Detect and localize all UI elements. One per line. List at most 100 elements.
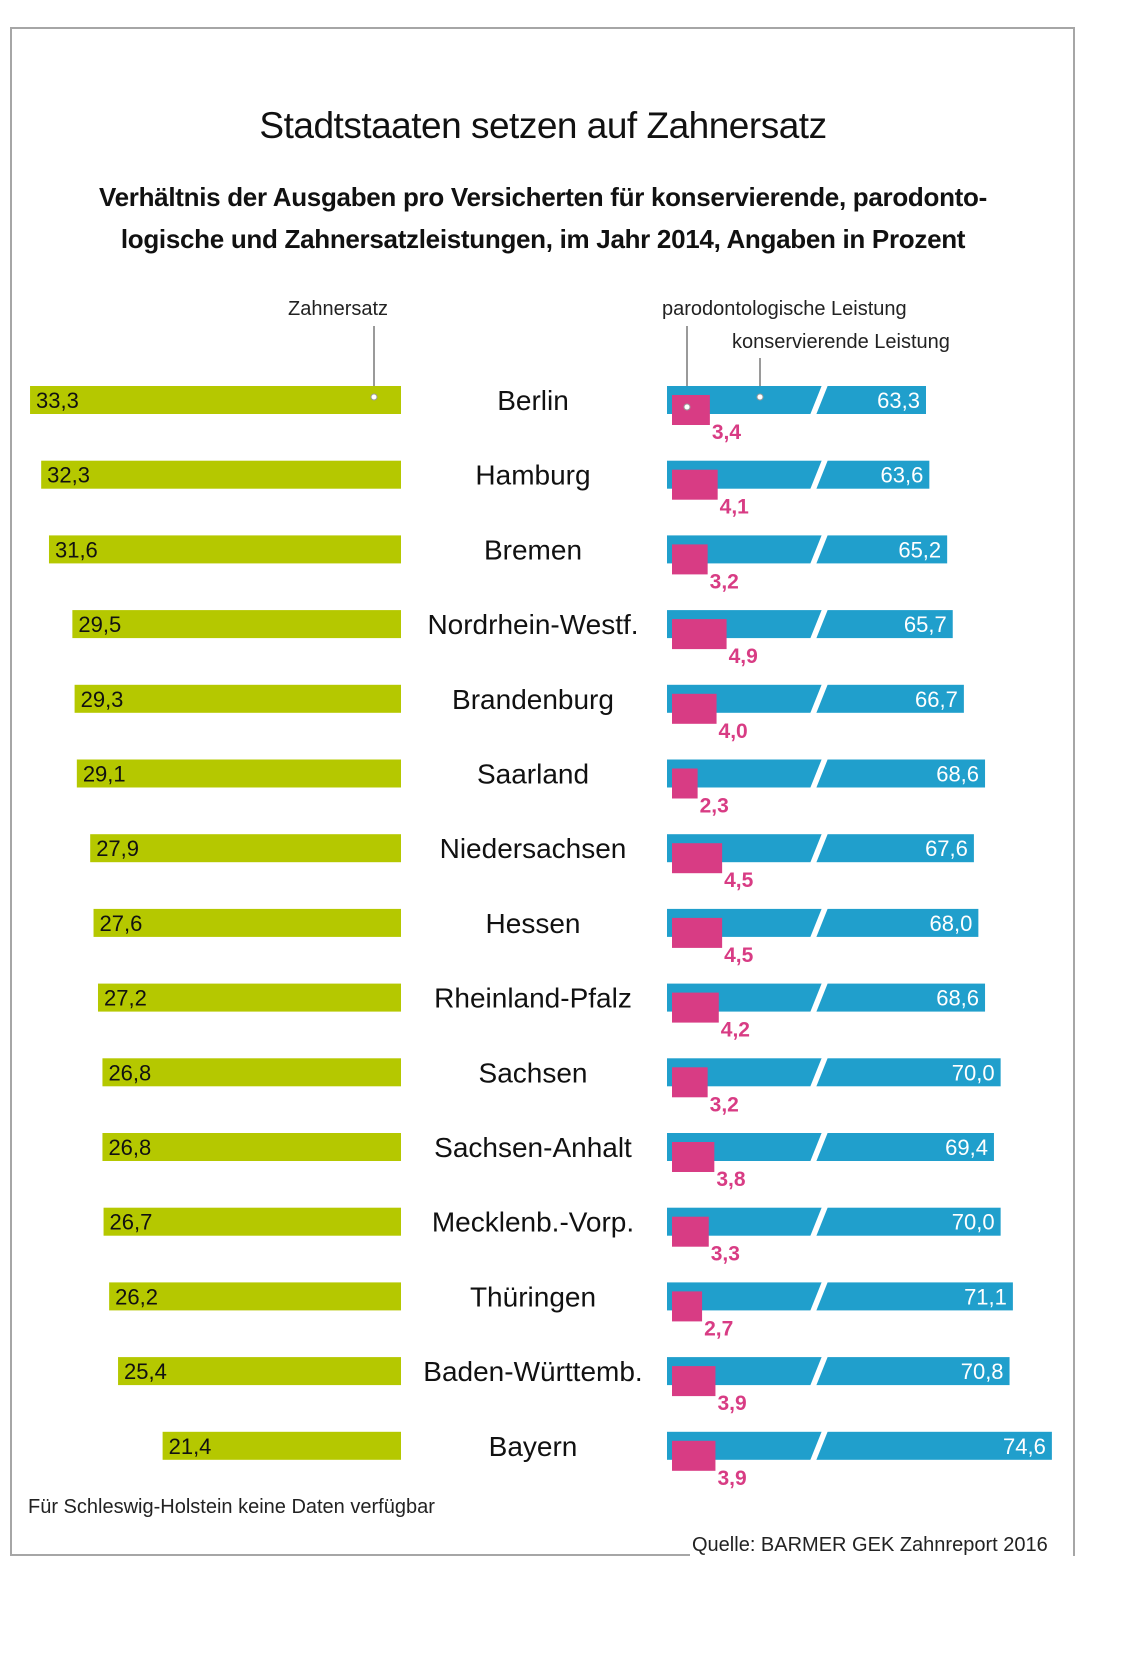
value-label-parodontologisch-sachsen-anhalt: 3,8: [716, 1168, 746, 1191]
chart-subtitle: Verhältnis der Ausgaben pro Versicherten…: [20, 176, 1066, 260]
category-label-bremen: Bremen: [484, 534, 582, 565]
category-label-brandenburg: Brandenburg: [452, 684, 614, 715]
bar-parodontologisch-mecklenb-vorp-: [672, 1216, 709, 1247]
bar-parodontologisch-sachsen-anhalt: [672, 1142, 715, 1172]
bar-parodontologisch-sachsen: [672, 1067, 708, 1098]
value-label-konservierend-nordrhein-westf-: 65,7: [904, 612, 947, 637]
legend-konservierend-leader: [759, 358, 761, 398]
bar-konservierend-bremen: [667, 535, 948, 564]
subtitle-line-1: Verhältnis der Ausgaben pro Versicherten…: [99, 182, 987, 212]
bar-konservierend-saarland: [667, 759, 986, 788]
bar-zahnersatz-nordrhein-westf-: [72, 610, 402, 639]
bar-zahnersatz-sachsen: [102, 1058, 401, 1087]
bar-parodontologisch-brandenburg: [672, 693, 717, 724]
axis-break-nordrhein-westf-: [810, 609, 828, 640]
value-label-parodontologisch-bremen: 3,2: [710, 570, 739, 593]
bar-parodontologisch-berlin: [672, 395, 710, 425]
value-label-parodontologisch-baden-württemb-: 3,9: [717, 1392, 746, 1415]
legend-parodontologisch-leader: [686, 326, 688, 408]
value-label-zahnersatz-sachsen: 26,8: [108, 1060, 151, 1085]
legend-parodontologisch: parodontologische Leistung: [662, 298, 907, 320]
value-label-zahnersatz-mecklenb-vorp-: 26,7: [110, 1210, 153, 1235]
value-label-parodontologisch-berlin: 3,4: [712, 421, 742, 444]
value-label-parodontologisch-sachsen: 3,2: [710, 1093, 739, 1116]
bar-zahnersatz-saarland: [76, 759, 402, 788]
chart-frame: [10, 27, 1075, 1556]
chart-title: Stadtstaaten setzen auf Zahnersatz: [259, 105, 827, 146]
bar-parodontologisch-thüringen: [672, 1291, 703, 1322]
value-label-konservierend-berlin: 63,3: [877, 388, 920, 413]
source-credit: Quelle: BARMER GEK Zahnreport 2016: [692, 1534, 1048, 1556]
value-label-konservierend-saarland: 68,6: [936, 762, 979, 787]
bar-parodontologisch-nordrhein-westf-: [672, 619, 727, 650]
value-label-konservierend-hessen: 68,0: [930, 911, 973, 936]
value-label-konservierend-thüringen: 71,1: [964, 1284, 1007, 1309]
category-label-thüringen: Thüringen: [470, 1281, 596, 1312]
value-label-parodontologisch-mecklenb-vorp-: 3,3: [711, 1243, 740, 1266]
value-label-zahnersatz-niedersachsen: 27,9: [96, 836, 139, 861]
bar-zahnersatz-mecklenb-vorp-: [103, 1207, 401, 1236]
bar-zahnersatz-baden-württemb-: [118, 1357, 401, 1386]
bar-konservierend-bayern: [667, 1431, 1052, 1460]
category-label-sachsen: Sachsen: [479, 1057, 588, 1088]
axis-break-sachsen-anhalt: [810, 1132, 828, 1162]
category-label-baden-württemb-: Baden-Württemb.: [423, 1356, 642, 1387]
value-label-zahnersatz-hessen: 27,6: [100, 911, 143, 936]
category-label-nordrhein-westf-: Nordrhein-Westf.: [427, 609, 638, 640]
bar-konservierend-baden-württemb-: [667, 1357, 1010, 1386]
bar-parodontologisch-niedersachsen: [672, 843, 723, 874]
bar-konservierend-thüringen: [667, 1282, 1013, 1311]
value-label-parodontologisch-nordrhein-westf-: 4,9: [729, 645, 758, 668]
bar-parodontologisch-baden-württemb-: [672, 1366, 716, 1397]
value-label-zahnersatz-brandenburg: 29,3: [81, 687, 124, 712]
axis-break-baden-württemb-: [810, 1356, 828, 1387]
bar-zahnersatz-sachsen-anhalt: [102, 1133, 401, 1161]
value-label-konservierend-niedersachsen: 67,6: [925, 836, 968, 861]
axis-break-thüringen: [810, 1281, 828, 1312]
value-label-konservierend-hamburg: 63,6: [881, 463, 924, 488]
axis-break-berlin: [810, 385, 828, 415]
value-label-parodontologisch-saarland: 2,3: [700, 795, 729, 818]
bar-konservierend-mecklenb-vorp-: [667, 1207, 1001, 1236]
bar-konservierend-berlin: [667, 386, 926, 414]
legend-zahnersatz-leader: [373, 326, 375, 398]
value-label-zahnersatz-nordrhein-westf-: 29,5: [78, 612, 121, 637]
bar-parodontologisch-bremen: [672, 544, 708, 575]
value-label-parodontologisch-rheinland-pfalz: 4,2: [721, 1019, 750, 1042]
value-label-parodontologisch-hamburg: 4,1: [720, 496, 750, 519]
value-label-zahnersatz-bayern: 21,4: [169, 1434, 212, 1459]
bar-konservierend-rheinland-pfalz: [667, 983, 986, 1012]
bar-konservierend-sachsen: [667, 1058, 1001, 1087]
category-label-sachsen-anhalt: Sachsen-Anhalt: [434, 1132, 632, 1163]
value-label-parodontologisch-thüringen: 2,7: [704, 1317, 733, 1340]
axis-break-rheinland-pfalz: [810, 982, 828, 1013]
value-label-parodontologisch-hessen: 4,5: [724, 944, 754, 967]
chart-frame-bottom: [10, 1554, 690, 1556]
category-label-bayern: Bayern: [489, 1431, 578, 1462]
category-label-niedersachsen: Niedersachsen: [440, 833, 627, 864]
bar-zahnersatz-niedersachsen: [90, 834, 401, 863]
value-label-zahnersatz-berlin: 33,3: [36, 388, 79, 413]
axis-break-saarland: [810, 758, 828, 789]
bar-zahnersatz-bayern: [162, 1431, 401, 1460]
subtitle-line-2: logische und Zahnersatzleistungen, im Ja…: [120, 224, 966, 254]
bar-zahnersatz-thüringen: [109, 1282, 401, 1311]
value-label-parodontologisch-niedersachsen: 4,5: [724, 869, 754, 892]
axis-break-sachsen: [810, 1057, 828, 1088]
bar-zahnersatz-berlin: [30, 386, 402, 414]
axis-break-brandenburg: [810, 683, 828, 714]
bar-zahnersatz-hessen: [93, 908, 401, 937]
value-label-konservierend-mecklenb-vorp-: 70,0: [952, 1210, 995, 1235]
axis-break-hamburg: [810, 459, 828, 490]
category-label-berlin: Berlin: [497, 385, 569, 416]
category-label-saarland: Saarland: [477, 759, 589, 790]
axis-break-mecklenb-vorp-: [810, 1206, 828, 1237]
value-label-parodontologisch-bayern: 3,9: [717, 1467, 746, 1490]
bar-zahnersatz-bremen: [48, 535, 401, 564]
value-label-zahnersatz-thüringen: 26,2: [115, 1284, 158, 1309]
value-label-zahnersatz-baden-württemb-: 25,4: [124, 1359, 167, 1384]
value-label-zahnersatz-bremen: 31,6: [55, 537, 98, 562]
bar-zahnersatz-brandenburg: [74, 684, 402, 713]
value-label-konservierend-brandenburg: 66,7: [915, 687, 958, 712]
